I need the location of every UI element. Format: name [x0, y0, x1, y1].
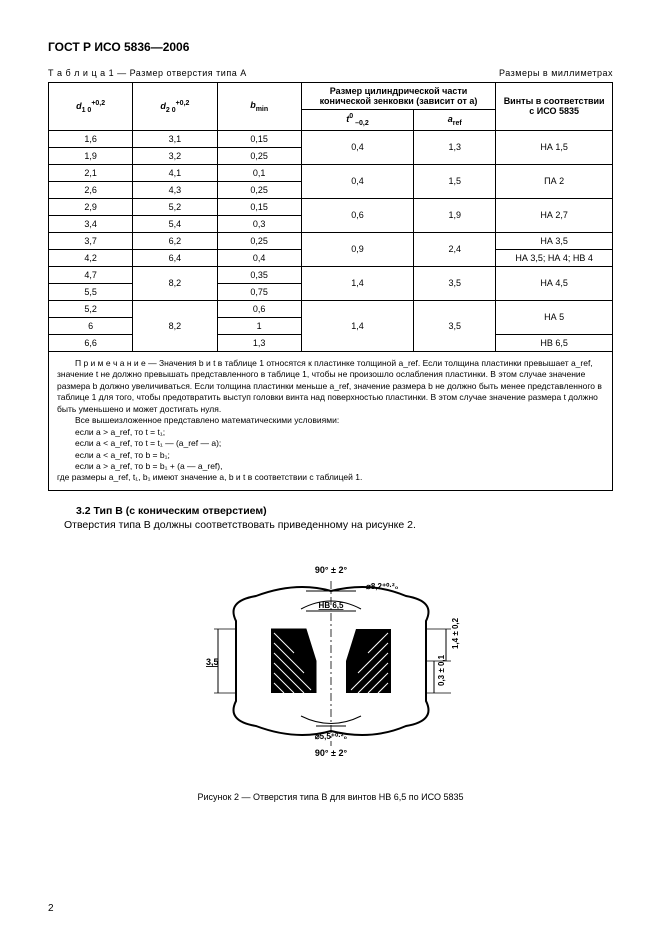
table-row: 1,63,10,150,41,3НА 1,5 [49, 130, 613, 147]
svg-text:1,4 ± 0,2: 1,4 ± 0,2 [451, 617, 460, 649]
table-row: 5,28,20,61,43,5НА 5 [49, 300, 613, 317]
figure: 90° ± 2° ⌀8,2⁺⁰·²₀ НВ 6,5 1,4 ± 0,2 0,3 … [48, 551, 613, 776]
document-title: ГОСТ Р ИСО 5836—2006 [48, 40, 613, 54]
col-d1: d1 0+0,2 [49, 83, 133, 131]
note-cond: если a > a_ref, то b = b₁ + (a — a_ref), [75, 461, 604, 472]
svg-text:⌀8,2⁺⁰·²₀: ⌀8,2⁺⁰·²₀ [366, 582, 399, 591]
table-note: П р и м е ч а н и е — Значения b и t в т… [49, 351, 613, 490]
svg-text:90° ± 2°: 90° ± 2° [314, 565, 347, 575]
note-line: П р и м е ч а н и е — Значения b и t в т… [57, 358, 604, 415]
col-cyl-group: Размер цилиндрической части конической з… [301, 83, 495, 110]
page-number: 2 [48, 903, 54, 914]
note-line: где размеры a_ref, t₁, b₁ имеют значение… [57, 472, 604, 483]
col-bmin: bmin [217, 83, 301, 131]
col-screws: Винты в соответствии с ИСО 5835 [496, 83, 613, 131]
note-cond: если a > a_ref, то t = t₁; [75, 427, 604, 438]
svg-text:0,3 ± 0,1: 0,3 ± 0,1 [437, 654, 446, 686]
note-cond: если a < a_ref, то b = b₁; [75, 450, 604, 461]
figure-svg: 90° ± 2° ⌀8,2⁺⁰·²₀ НВ 6,5 1,4 ± 0,2 0,3 … [176, 551, 486, 771]
table-row: 3,76,20,250,92,4НА 3,5 [49, 232, 613, 249]
svg-text:НВ 6,5: НВ 6,5 [318, 601, 343, 610]
table-caption-row: Т а б л и ц а 1 — Размер отверстия типа … [48, 68, 613, 78]
table-row: 2,95,20,150,61,9НА 2,7 [49, 198, 613, 215]
section-title: 3.2 Тип В (с коническим отверстием) [76, 505, 613, 517]
col-aref: aref [414, 110, 496, 131]
svg-text:⌀5,5⁺⁰·²₀: ⌀5,5⁺⁰·²₀ [314, 732, 347, 741]
units-label: Размеры в миллиметрах [499, 68, 613, 78]
dimensions-table: d1 0+0,2 d2 0+0,2 bmin Размер цилиндриче… [48, 82, 613, 491]
col-t: t0 –0,2 [301, 110, 413, 131]
note-cond: если a < a_ref, то t = t₁ — (a_ref — a); [75, 438, 604, 449]
figure-caption: Рисунок 2 — Отверстия типа В для винтов … [48, 792, 613, 802]
svg-text:90° ± 2°: 90° ± 2° [314, 748, 347, 758]
table-row: 4,78,20,351,43,5НА 4,5 [49, 266, 613, 283]
table-label: Т а б л и ц а 1 — Размер отверстия типа … [48, 68, 247, 78]
svg-text:3,5: 3,5 [206, 657, 219, 667]
note-line: Все вышеизложенное представлено математи… [57, 415, 604, 426]
table-row: 2,14,10,10,41,5ПА 2 [49, 164, 613, 181]
section-body: Отверстия типа В должны соответствовать … [64, 519, 613, 531]
col-d2: d2 0+0,2 [133, 83, 217, 131]
